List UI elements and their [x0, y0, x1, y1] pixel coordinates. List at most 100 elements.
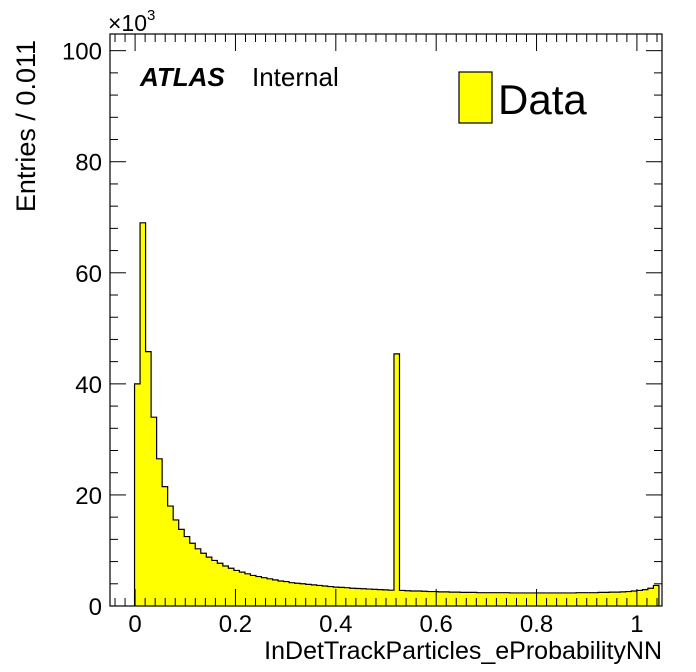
histogram-bin: [178, 529, 185, 606]
histogram-bin: [592, 592, 599, 606]
histogram-bin: [625, 591, 632, 606]
histogram-bin: [156, 458, 163, 606]
histogram-bin: [327, 586, 334, 606]
y-axis-tick-labels: 0 20 40 60 80 100: [62, 39, 102, 621]
histogram-bin: [200, 553, 207, 606]
histogram-bin: [278, 581, 284, 606]
histogram-bin: [184, 536, 191, 606]
y-tick-label: 0: [89, 594, 102, 621]
histogram-bin: [559, 592, 566, 606]
histogram-bin: [421, 591, 428, 606]
histogram-bin: [371, 589, 378, 606]
histogram-bin: [206, 557, 213, 606]
histogram-bin: [377, 589, 384, 606]
histogram-bin: [167, 506, 174, 606]
histogram-bin: [465, 592, 472, 606]
histogram-bin: [454, 592, 461, 606]
x-tick-label: 0.2: [219, 611, 252, 638]
y-axis-label: Entries / 0.011: [11, 40, 41, 212]
histogram-bin: [289, 582, 295, 606]
y-tick-label: 60: [75, 261, 102, 288]
histogram-bin: [526, 592, 533, 606]
histogram-bin: [162, 486, 168, 606]
x-tick-label: 1: [630, 611, 643, 638]
histogram-bin: [151, 417, 157, 606]
histogram-bars: [134, 222, 660, 606]
y-tick-label: 20: [75, 483, 102, 510]
histogram-bin: [543, 592, 549, 606]
histogram-bin: [460, 592, 467, 606]
histogram-bin: [344, 587, 351, 606]
histogram-bin: [598, 592, 605, 606]
histogram-bin: [609, 592, 616, 606]
y-multiplier: ×103: [108, 7, 155, 36]
histogram-bin: [642, 589, 649, 606]
histogram-bin: [487, 592, 494, 606]
histogram-bin: [509, 592, 516, 606]
histogram-bin: [217, 563, 224, 606]
atlas-label: ATLAS: [139, 62, 225, 92]
histogram-bin: [211, 560, 218, 606]
histogram-bin: [173, 519, 179, 606]
y-tick-label: 40: [75, 372, 102, 399]
x-axis-label: InDetTrackParticles_eProbabilityNN: [264, 637, 662, 665]
histogram-bin: [222, 566, 229, 606]
histogram-bin: [250, 575, 257, 606]
histogram-bin: [244, 573, 251, 606]
histogram-bin: [565, 592, 571, 606]
histogram-bin: [498, 592, 505, 606]
histogram-bin: [482, 592, 489, 606]
histogram-bin: [393, 353, 400, 606]
histogram-bin: [504, 592, 511, 606]
histogram-bin: [134, 383, 141, 606]
histogram-outline: [133, 222, 660, 606]
y-tick-label: 100: [62, 39, 102, 66]
histogram-bin: [360, 588, 367, 606]
histogram-bin: [283, 581, 290, 606]
histogram-bin: [338, 587, 345, 606]
histogram-bin: [416, 591, 422, 606]
histogram-bin: [631, 591, 638, 606]
x-tick-label: 0.6: [419, 611, 452, 638]
legend-swatch: [458, 71, 493, 124]
histogram-bin: [427, 591, 433, 606]
histogram-bin: [410, 591, 417, 606]
histogram-bin: [300, 583, 306, 606]
histogram-bin: [366, 589, 373, 606]
histogram-bin: [316, 585, 323, 606]
histogram-bin: [636, 590, 643, 606]
histogram-bin: [195, 548, 202, 606]
y-tick-label: 80: [75, 150, 102, 177]
y-axis-ticks: [110, 50, 662, 607]
x-tick-label: 0: [128, 611, 141, 638]
histogram-bin: [305, 584, 312, 606]
histogram-bin: [261, 577, 268, 606]
histogram-bin: [255, 576, 262, 606]
histogram-bin: [405, 590, 411, 606]
internal-label: Internal: [252, 62, 339, 92]
histogram-bin: [145, 351, 152, 606]
histogram-bin: [548, 592, 555, 606]
histogram-bin: [311, 584, 317, 606]
histogram-bin: [653, 585, 660, 606]
histogram-bin: [267, 578, 273, 606]
histogram-bin: [322, 586, 329, 606]
histogram-bin: [239, 572, 246, 606]
legend-label-data: Data: [498, 76, 587, 123]
x-tick-label: 0.4: [319, 611, 352, 638]
histogram-bin: [614, 592, 621, 606]
histogram-bin: [233, 570, 240, 606]
histogram-bin: [570, 592, 577, 606]
x-axis-tick-labels: 0 0.2 0.4 0.6 0.8 1: [128, 611, 643, 638]
histogram-bin: [537, 592, 544, 606]
histogram-bin: [355, 588, 362, 606]
histogram-bin: [647, 588, 654, 606]
histogram-bin: [471, 592, 478, 606]
histogram-bin: [620, 591, 627, 606]
histogram-bin: [449, 592, 455, 606]
histogram-bin: [587, 592, 593, 606]
histogram-bin: [581, 592, 588, 606]
histogram-bin: [294, 583, 301, 606]
x-tick-label: 0.8: [520, 611, 553, 638]
